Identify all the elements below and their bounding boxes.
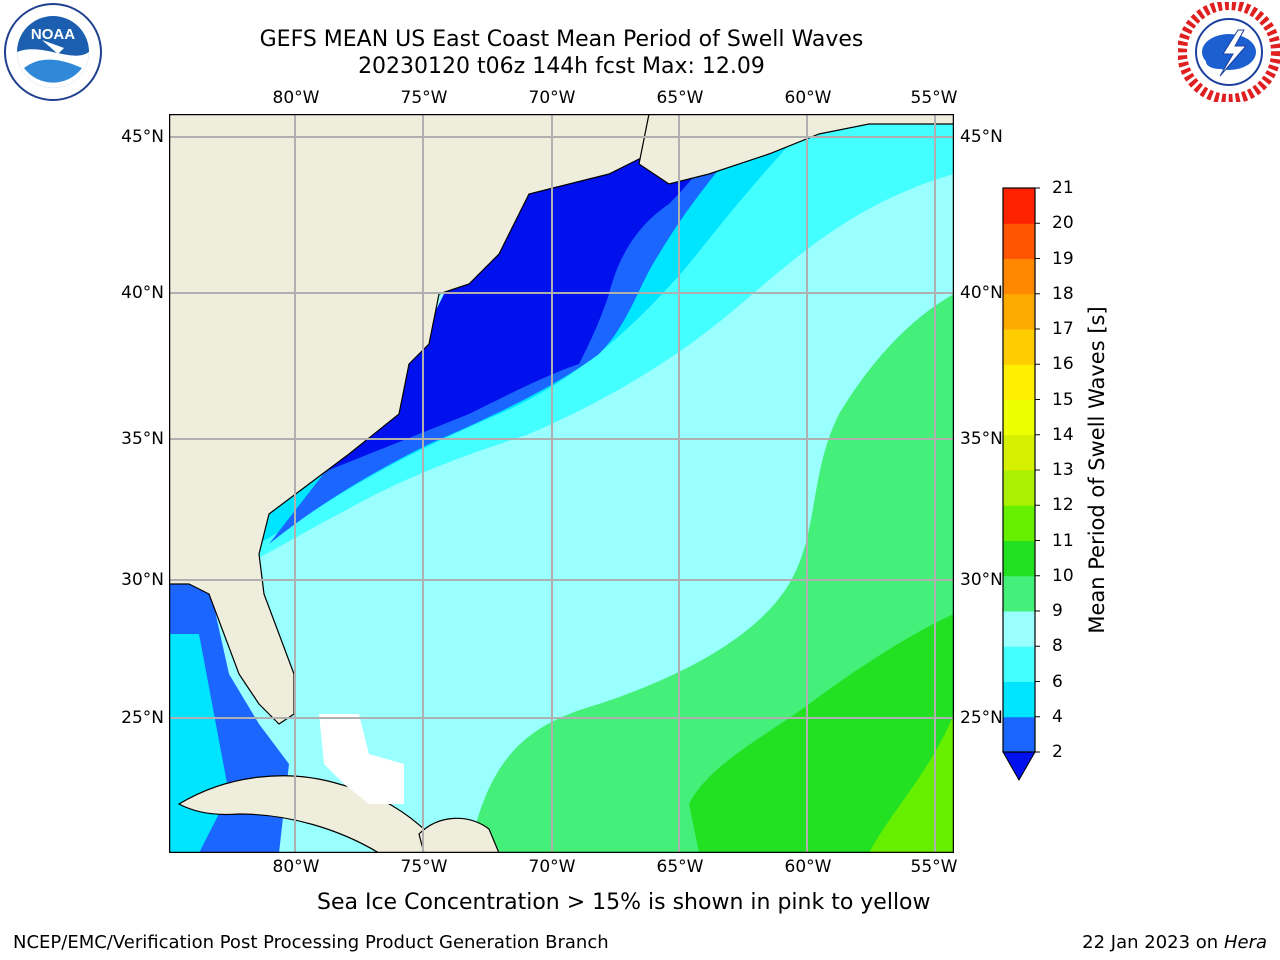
lat-label-left: 35°N: [121, 429, 164, 449]
colorbar-segment: [1003, 611, 1035, 647]
lat-label-right: 30°N: [960, 570, 1003, 590]
map-frame: [169, 114, 954, 853]
colorbar-tick-label: 6: [1052, 671, 1063, 692]
lon-label-top: 70°W: [528, 88, 576, 108]
colorbar-tick-label: 8: [1052, 636, 1063, 657]
colorbar-tick-label: 19: [1052, 248, 1074, 269]
colorbar-segment: [1003, 681, 1035, 718]
colorbar-tick-label: 11: [1052, 530, 1074, 551]
field-11-12s: [869, 714, 954, 853]
lat-label-right: 25°N: [960, 708, 1003, 728]
colorbar-segment: [1003, 329, 1035, 365]
colorbar-tick-label: 13: [1052, 460, 1074, 480]
colorbar-tick-label: 16: [1052, 354, 1074, 375]
lat-label-left: 30°N: [121, 570, 164, 590]
footer-machine: Hera: [1223, 932, 1267, 953]
colorbar-segment: [1003, 293, 1035, 330]
footer-date: 22 Jan 2023 on Hera: [1082, 932, 1267, 953]
colorbar-tick-label: 12: [1052, 495, 1074, 516]
land-hispaniola: [418, 817, 500, 853]
lon-label-top: 75°W: [400, 88, 448, 108]
lon-label-bottom: 55°W: [910, 857, 958, 877]
bahamas-no-data: [319, 714, 404, 804]
colorbar-segment: [1003, 505, 1035, 541]
swell-period-map: [169, 114, 954, 853]
lat-label-right: 40°N: [960, 283, 1003, 303]
lat-label-right: 35°N: [960, 429, 1003, 449]
colorbar-segment: [1003, 399, 1035, 436]
colorbar-tick-label: 18: [1052, 283, 1074, 304]
colorbar-tick-label: 21: [1052, 178, 1074, 198]
land-north-america: [169, 114, 710, 725]
colorbar-tick-label: 2: [1052, 742, 1063, 762]
colorbar-segment: [1003, 364, 1035, 400]
noaa-logo-icon: NOAA: [4, 3, 102, 101]
colorbar-tick-label: 10: [1052, 565, 1074, 586]
map-subtitle: 20230120 t06z 144h fcst Max: 12.09: [358, 54, 765, 79]
lon-label-bottom: 65°W: [656, 857, 704, 877]
colorbar-segment: [1003, 258, 1035, 295]
lat-label-right: 45°N: [960, 127, 1003, 147]
lon-label-bottom: 80°W: [272, 857, 320, 877]
noaa-logo-text: NOAA: [31, 26, 75, 43]
colorbar-segment: [1003, 540, 1035, 577]
colorbar-tick-label: 14: [1052, 424, 1074, 445]
field-10-11s: [689, 614, 954, 853]
graticule: [169, 114, 954, 853]
lon-label-top: 80°W: [272, 88, 320, 108]
lat-label-left: 45°N: [121, 127, 164, 147]
footer-credit: NCEP/EMC/Verification Post Processing Pr…: [13, 932, 609, 953]
lon-label-bottom: 70°W: [528, 857, 576, 877]
field-under-2s: [319, 124, 729, 474]
lat-label-left: 25°N: [121, 708, 164, 728]
lat-label-left: 40°N: [121, 283, 164, 303]
lon-label-top: 60°W: [784, 88, 832, 108]
colorbar-tick-label: 4: [1052, 706, 1063, 727]
colorbar-segment: [1003, 646, 1035, 682]
lon-label-top: 65°W: [656, 88, 704, 108]
lon-label-bottom: 75°W: [400, 857, 448, 877]
colorbar-tick-label: 9: [1052, 601, 1063, 621]
sea-ice-note: Sea Ice Concentration > 15% is shown in …: [317, 890, 931, 915]
colorbar-segment: [1003, 716, 1035, 753]
colorbar-segment: [1003, 188, 1035, 224]
colorbar-segment: [1003, 434, 1035, 471]
map-title: GEFS MEAN US East Coast Mean Period of S…: [259, 27, 864, 52]
colorbar-tick-label: 15: [1052, 389, 1074, 410]
colorbar-segment: [1003, 470, 1035, 506]
colorbar-segment: [1003, 575, 1035, 612]
colorbar-tick-label: 20: [1052, 213, 1074, 234]
colorbar-label: Mean Period of Swell Waves [s]: [1085, 306, 1109, 634]
lon-label-top: 55°W: [910, 88, 958, 108]
land-maritimes: [638, 114, 954, 185]
footer-date-text: 22 Jan 2023 on: [1082, 932, 1219, 953]
colorbar: [1002, 187, 1040, 782]
lon-label-bottom: 60°W: [784, 857, 832, 877]
colorbar-tick-label: 17: [1052, 319, 1074, 339]
nws-logo-icon: [1178, 2, 1280, 102]
colorbar-segment: [1003, 223, 1035, 259]
